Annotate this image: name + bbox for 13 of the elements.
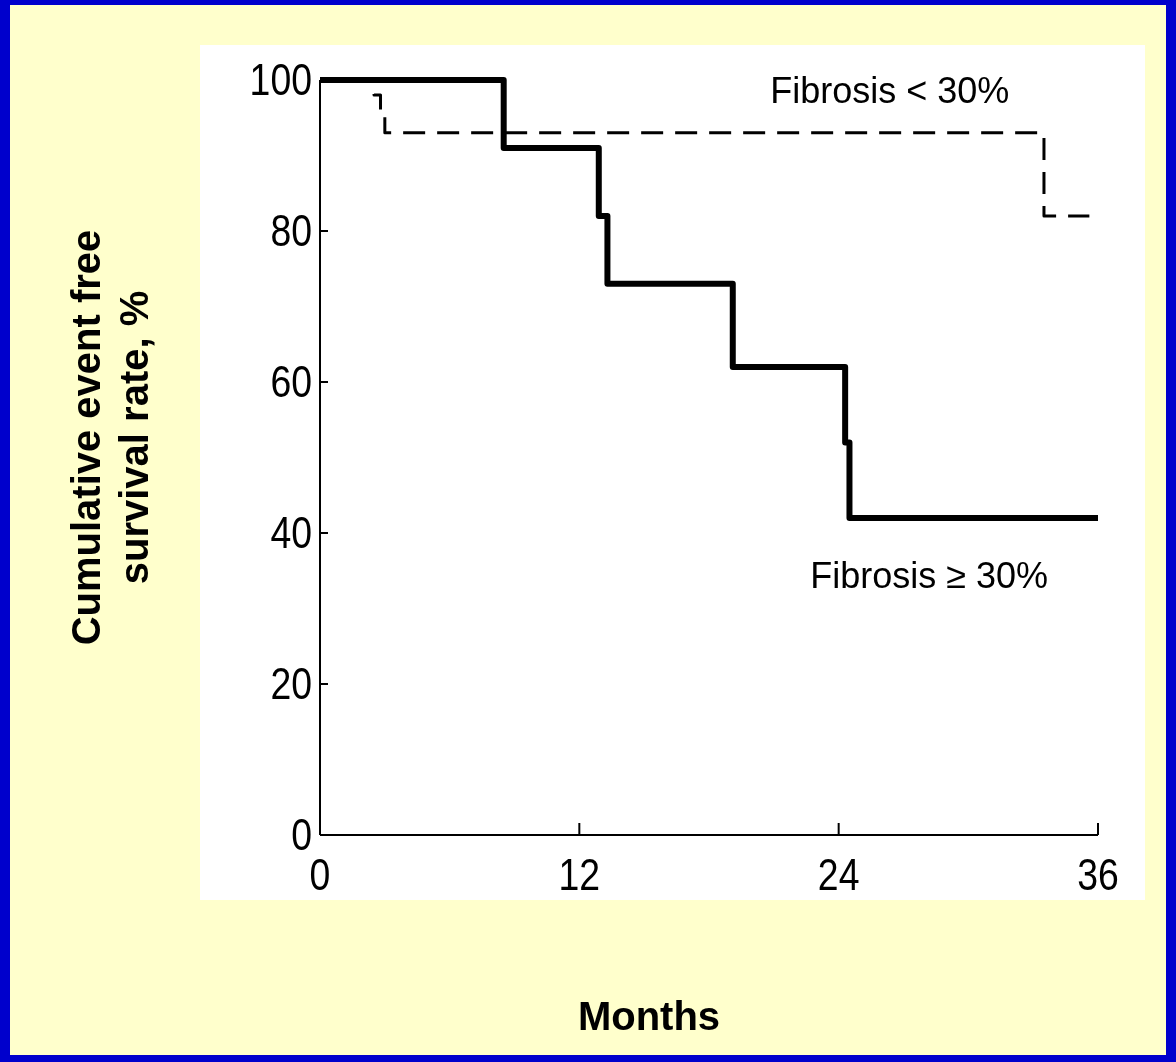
x-tick-label: 24 <box>817 850 860 900</box>
y-tick-label: 80 <box>270 206 312 256</box>
series-label: Fibrosis ≥ 30% <box>810 554 1048 596</box>
y-tick-label: 20 <box>270 659 312 709</box>
x-axis-title: Months <box>577 994 721 1038</box>
x-tick-label: 12 <box>558 850 601 900</box>
y-axis-title: Cumulative event free survival rate, % <box>64 229 156 646</box>
series-label: Fibrosis < 30% <box>770 69 1010 111</box>
y-tick-label: 100 <box>249 55 312 105</box>
y-tick-label: 0 <box>291 810 312 860</box>
y-tick-label: 60 <box>270 357 312 407</box>
y-tick-label: 40 <box>270 508 312 558</box>
x-tick-label: 36 <box>1077 850 1119 900</box>
